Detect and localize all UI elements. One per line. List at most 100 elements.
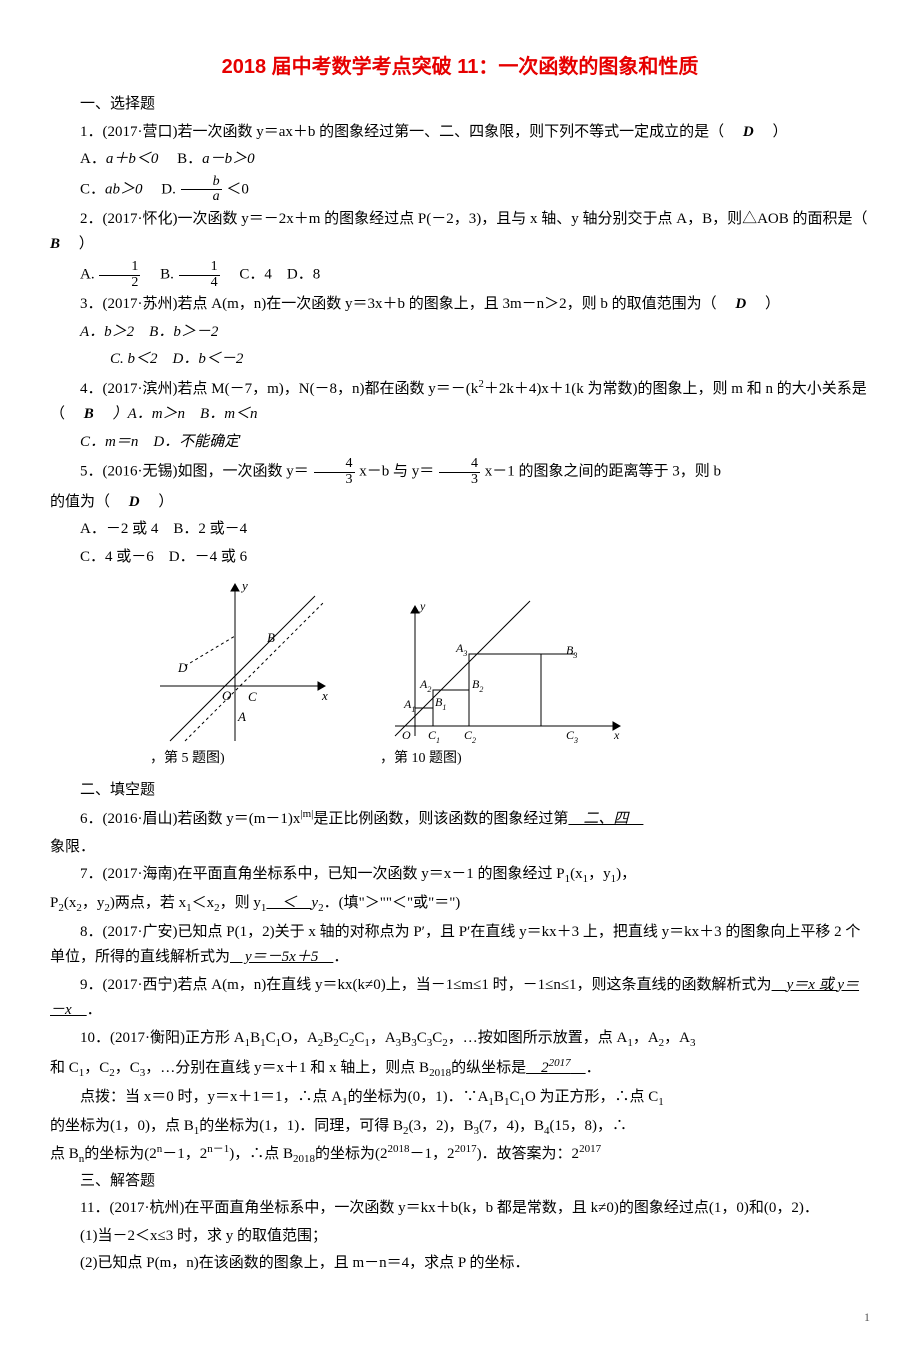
t: 的坐标为(1，0)，点 B xyxy=(50,1118,194,1134)
t: C xyxy=(432,1030,442,1046)
q2-optCD: C．4 D．8 xyxy=(224,267,320,283)
fig5-wrap: x y O B D C A ，第 5 题图) xyxy=(150,576,340,772)
t: C xyxy=(339,1030,349,1046)
fig5-x: x xyxy=(321,688,328,703)
q10-figure: x y O A1 A2 A3 B1 B2 B3 C1 C2 C3 xyxy=(380,596,630,746)
q5-line2: 的值为（ D ） xyxy=(50,490,870,516)
t: O 为正方形，∴点 C xyxy=(525,1089,658,1105)
s: 2018 xyxy=(429,1067,451,1079)
q10-hint2: 的坐标为(1，0)，点 B1的坐标为(1，1)．同理，可得 B2(3，2)，B3… xyxy=(50,1114,870,1141)
q3-opt2: C. b＜2 D．b＜－2 xyxy=(50,347,870,373)
fig5-O: O xyxy=(222,688,232,703)
q10-hint1: 点拨：当 x＝0 时，y＝x＋1＝1，∴点 A1的坐标为(0，1)．∵A1B1C… xyxy=(50,1085,870,1112)
q5-mid: x－b 与 y＝ xyxy=(359,464,434,480)
q5-frac1: 43 xyxy=(314,457,355,487)
t: C xyxy=(509,1089,519,1105)
fig10-x: x xyxy=(613,728,620,742)
q10-ans: 22017 xyxy=(526,1060,586,1076)
t xyxy=(571,1060,586,1076)
q5-answer-letter: D xyxy=(129,494,140,510)
q6b: 是正比例函数，则该函数的图象经过第 xyxy=(313,811,568,827)
section-1: 一、选择题 xyxy=(50,92,870,118)
t: 10．(2017·衡阳)正方形 A xyxy=(80,1030,245,1046)
q3-text: 3．(2017·苏州)若点 A(m，n)在一次函数 y＝3x＋b 的图象上，且 … xyxy=(80,296,717,312)
q11-stem: 11．(2017·杭州)在平面直角坐标系中，一次函数 y＝kx＋b(k，b 都是… xyxy=(50,1196,870,1222)
fig5-caption: ，第 5 题图) xyxy=(150,751,225,766)
t: B xyxy=(250,1030,260,1046)
q7-l2f: ，则 y xyxy=(220,895,261,911)
q5-stem: 5．(2016·无锡)如图，一次函数 y＝ 43 x－b 与 y＝ 43 x－1… xyxy=(50,457,870,487)
q4-opt2: C．m＝n D．不能确定 xyxy=(50,430,870,456)
q1-optD-frac: ba xyxy=(181,175,222,205)
q11-p1: (1)当－2＜x≤3 时，求 y 的取值范围； xyxy=(50,1224,870,1250)
fig10-C1: C1 xyxy=(428,728,440,745)
t: C xyxy=(266,1030,276,1046)
q1-optC: ab＞0 xyxy=(105,181,143,197)
q3-opt-row2: C. b＜2 D．b＜－2 xyxy=(110,351,243,367)
t: 点拨：当 x＝0 时，y＝x＋1＝1，∴点 A xyxy=(80,1089,342,1105)
frac-den: 2 xyxy=(99,276,140,291)
s: 2017 xyxy=(455,1143,477,1155)
t: 的坐标为(0，1)．∵A xyxy=(348,1089,489,1105)
fig10-wrap: x y O A1 A2 A3 B1 B2 B3 C1 C2 C3 ，第 10 题… xyxy=(380,596,630,772)
q7-ans: ＜ xyxy=(266,895,311,911)
fig10-A2: A2 xyxy=(419,677,431,694)
q1-optA: a＋b＜0 xyxy=(106,151,159,167)
q1-optB: a－b＞0 xyxy=(202,151,255,167)
frac-num: 1 xyxy=(179,260,220,276)
t: 点 B xyxy=(50,1146,79,1162)
q5-opt1: A．－2 或 4 B．2 或－4 xyxy=(50,517,870,543)
q1-optC-label: C． xyxy=(80,181,105,197)
q4-stem: 4．(2017·滨州)若点 M(－7，m)，N(－8，n)都在函数 y＝－(k2… xyxy=(50,375,870,428)
q1-answer: D xyxy=(728,124,769,140)
q1-optD-tail: ＜0 xyxy=(226,181,249,197)
q2-fracB: 14 xyxy=(179,260,220,290)
s: 2018 xyxy=(293,1153,315,1165)
t: B xyxy=(494,1089,504,1105)
t: ，C xyxy=(84,1060,109,1076)
section-2: 二、填空题 xyxy=(50,778,870,804)
fig10-B2: B2 xyxy=(472,677,483,694)
q1-optB-label: B． xyxy=(162,151,202,167)
q2-text: 2．(2017·怀化)一次函数 y＝－2x＋m 的图象经过点 P(－2，3)，且… xyxy=(80,211,868,227)
fig10-B3: B3 xyxy=(566,643,577,660)
fig10-y: y xyxy=(419,599,426,613)
q1-opts-line1: A．a＋b＜0 B．a－b＞0 xyxy=(50,147,870,173)
t: )．故答案为：2 xyxy=(477,1146,580,1162)
q8-ans: y＝－5x＋5 xyxy=(230,949,333,965)
fig10-caption: ，第 10 题图) xyxy=(380,751,462,766)
q4-answer-letter: B xyxy=(84,406,94,422)
frac-num: 4 xyxy=(314,457,355,473)
q8: 8．(2017·广安)已知点 P(1，2)关于 x 轴的对称点为 P′，且 P′… xyxy=(50,920,870,971)
fig10-A3: A3 xyxy=(455,641,467,658)
page-title: 2018 届中考数学考点突破 11：一次函数的图象和性质 xyxy=(50,50,870,84)
q2-stem: 2．(2017·怀化)一次函数 y＝－2x＋m 的图象经过点 P(－2，3)，且… xyxy=(50,207,870,258)
q2-close: ） xyxy=(79,236,94,252)
fig10-B1: B1 xyxy=(435,695,446,712)
q7-p1b: ，y xyxy=(588,866,611,882)
q5-pre: 5．(2016·无锡)如图，一次函数 y＝ xyxy=(80,464,309,480)
t: (15，8)，∴ xyxy=(550,1118,628,1134)
q9: 9．(2017·西宁)若点 A(m，n)在直线 y＝kx(k≠0)上，当－1≤m… xyxy=(50,973,870,1024)
s: 2017 xyxy=(549,1057,571,1069)
fig5-D: D xyxy=(177,660,188,675)
q10: 10．(2017·衡阳)正方形 A1B1C1O，A2B2C2C1，A3B3C3C… xyxy=(50,1026,870,1053)
q5-line2-text: 的值为（ xyxy=(50,494,110,510)
q5-opt2: C．4 或－6 D．－4 或 6 xyxy=(50,545,870,571)
q4-opt-row2: C．m＝n D．不能确定 xyxy=(80,434,239,450)
t: C xyxy=(354,1030,364,1046)
t: 的纵坐标是 xyxy=(451,1060,526,1076)
figure-row: x y O B D C A ，第 5 题图) xyxy=(150,576,870,772)
t: ，A xyxy=(370,1030,396,1046)
q11-p2: (2)已知点 P(m，n)在该函数的图象上，且 m－n＝4，求点 P 的坐标． xyxy=(50,1251,870,1277)
q3-answer-letter: D xyxy=(735,296,746,312)
t: C xyxy=(417,1030,427,1046)
q1-optA-label: A． xyxy=(80,151,106,167)
q6: 6．(2016·眉山)若函数 y＝(m－1)x|m|是正比例函数，则该函数的图象… xyxy=(50,805,870,833)
t: (3，2)，B xyxy=(409,1118,474,1134)
section-3: 三、解答题 xyxy=(50,1169,870,1195)
q3-close: ） xyxy=(765,296,780,312)
q7-pre: 7．(2017·海南)在平面直角坐标系中，已知一次函数 y＝x－1 的图象经过 … xyxy=(80,866,565,882)
q1-stem: 1．(2017·营口)若一次函数 y＝ax＋b 的图象经过第一、二、四象限，则下… xyxy=(50,120,870,146)
q3-opt-row1: A．b＞2 B．b＞－2 xyxy=(80,324,218,340)
